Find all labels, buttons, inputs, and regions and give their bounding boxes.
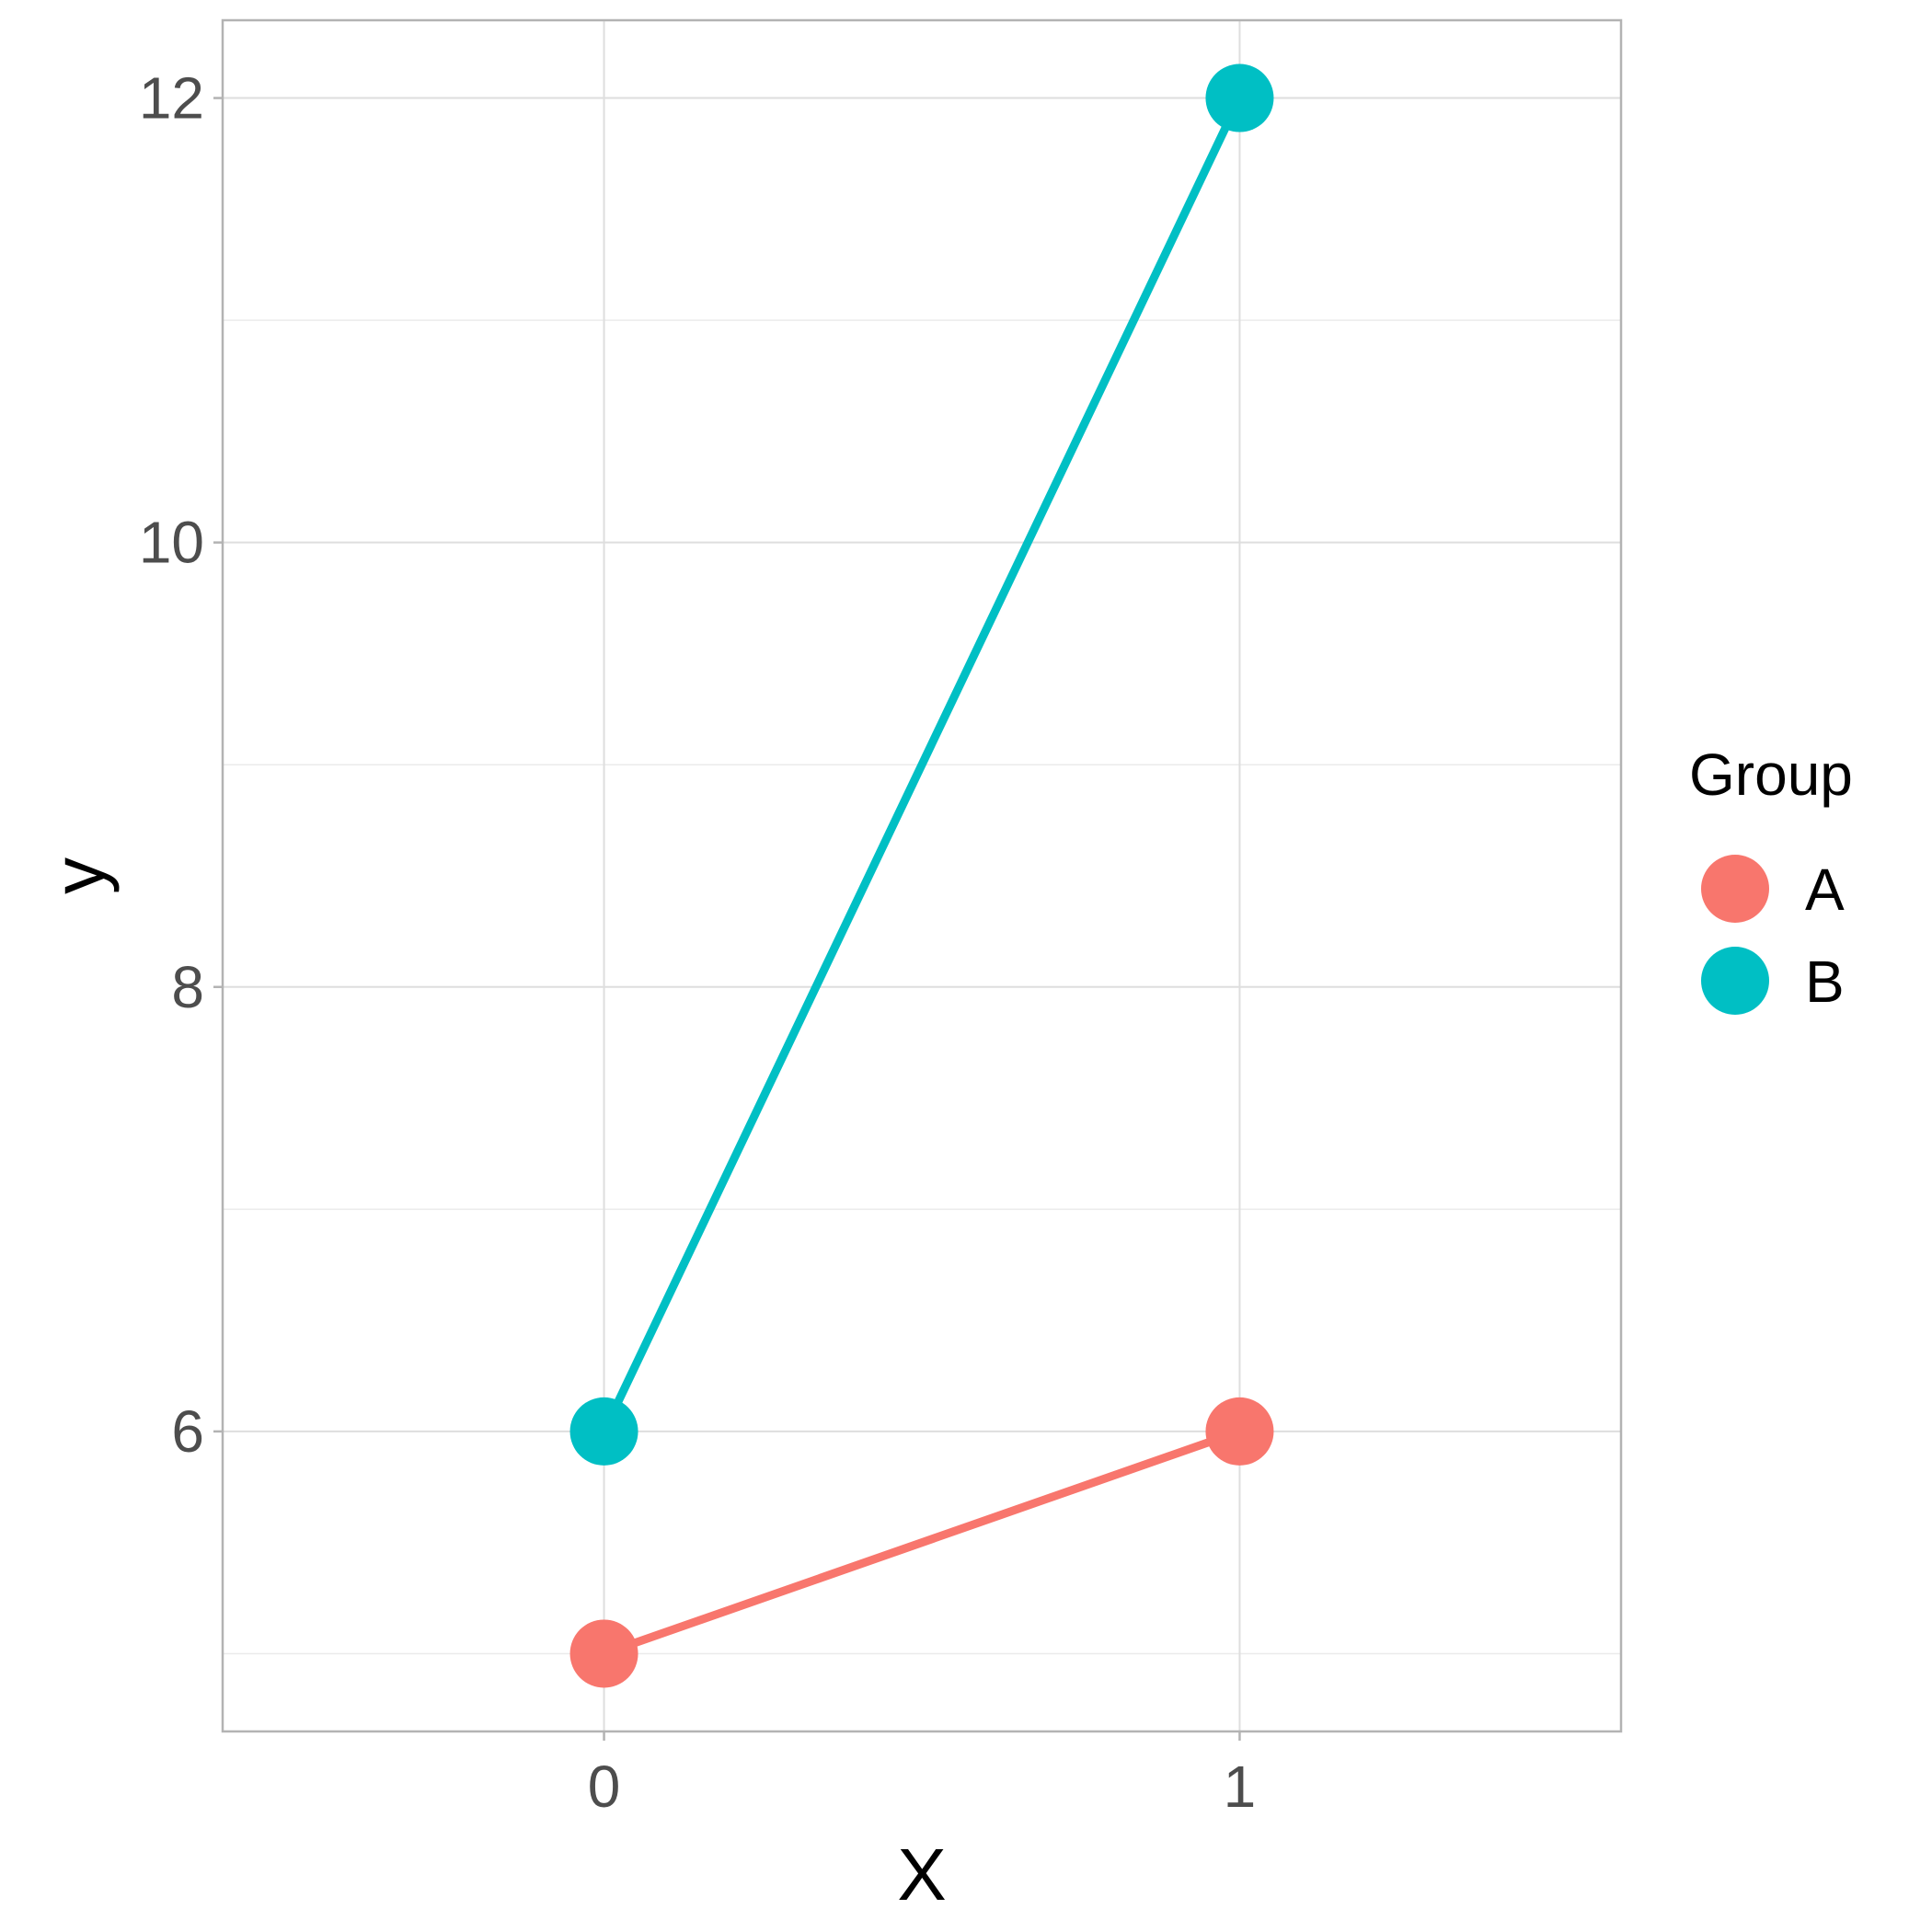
- plot-background: [223, 20, 1621, 1731]
- plot-panel-border: [221, 18, 1623, 1733]
- data-point-A: [569, 1619, 638, 1688]
- legend-label-B: B: [1805, 949, 1845, 1015]
- y-tick-label: 6: [171, 1398, 204, 1465]
- y-tick-label: 12: [139, 65, 204, 132]
- y-tick-label: 10: [139, 510, 204, 576]
- x-tick-label: 0: [588, 1754, 621, 1820]
- x-tick-label: 1: [1224, 1754, 1257, 1820]
- y-axis-ticks: 6 8 10 12: [139, 65, 223, 1465]
- series-line-B: [600, 96, 1244, 1433]
- legend-title: Group: [1689, 742, 1853, 808]
- data-point-A: [1205, 1397, 1274, 1466]
- data-point-B: [569, 1397, 638, 1466]
- y-tick-label: 8: [171, 954, 204, 1020]
- series-line-A: [603, 1427, 1241, 1658]
- series-layer: [569, 63, 1274, 1688]
- y-axis-title: y: [38, 857, 120, 894]
- legend-key-A: [1701, 855, 1769, 923]
- legend-label-A: A: [1805, 857, 1845, 923]
- x-axis-title: X: [897, 1834, 946, 1915]
- data-point-B: [1205, 63, 1274, 132]
- legend: Group AB: [1689, 742, 1853, 1015]
- legend-key-B: [1701, 947, 1769, 1015]
